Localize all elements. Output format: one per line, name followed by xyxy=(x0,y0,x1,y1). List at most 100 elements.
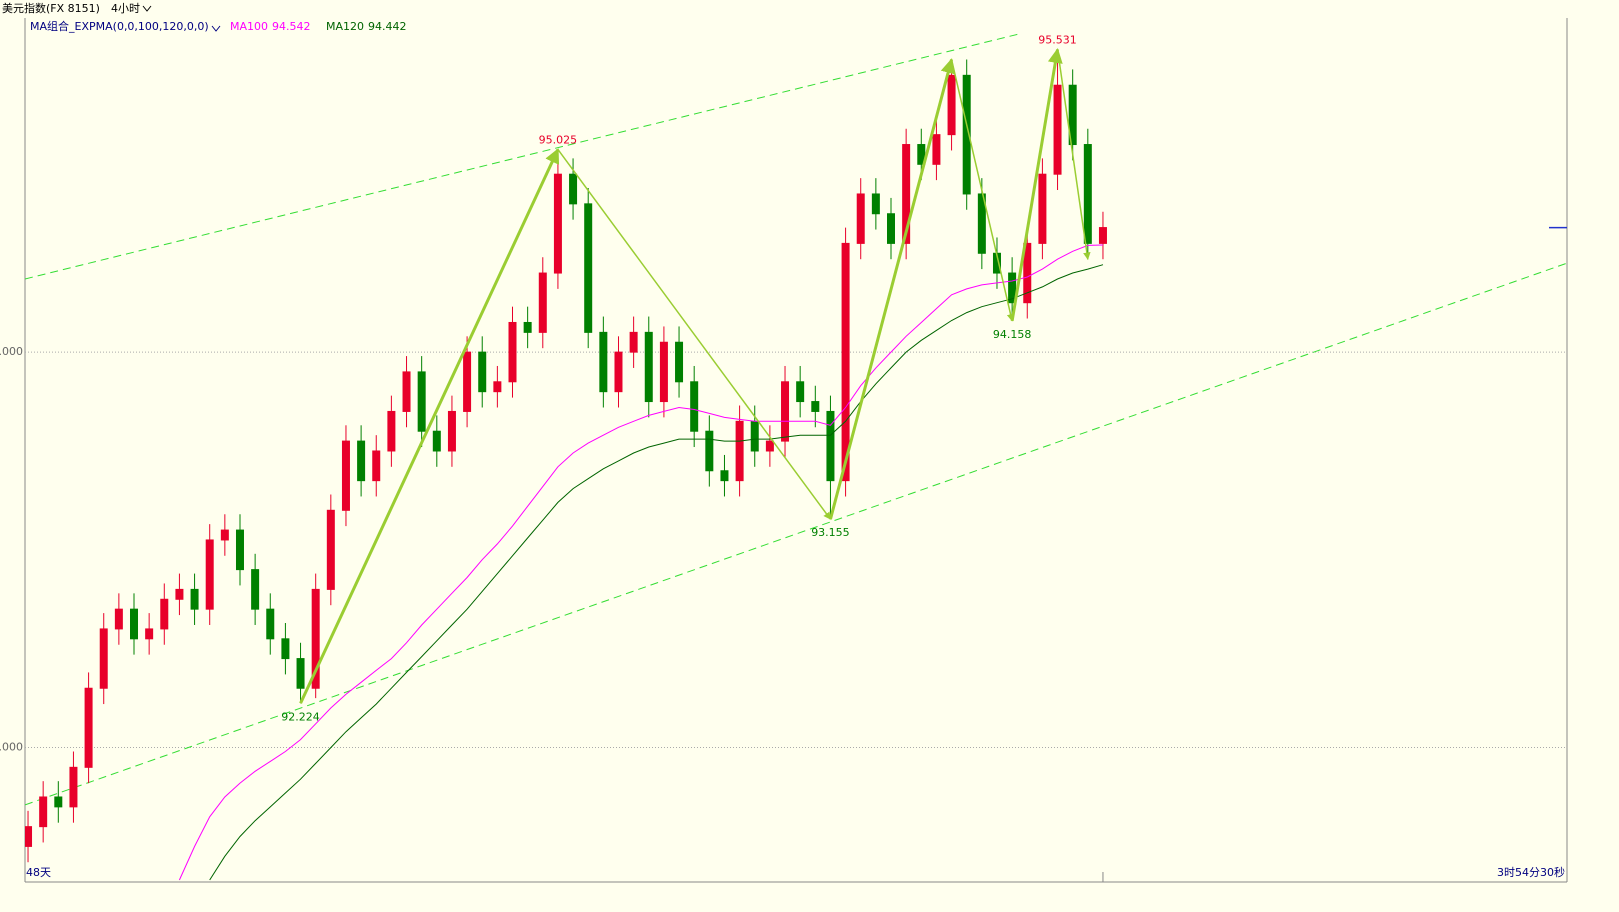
candle-body xyxy=(887,213,896,244)
candle-body xyxy=(659,341,668,403)
candle-body xyxy=(735,420,744,482)
candle-body xyxy=(463,351,472,412)
candle-body xyxy=(705,430,714,472)
candle-body xyxy=(266,608,275,640)
candle-body xyxy=(341,440,350,511)
ma-line xyxy=(209,264,1104,881)
candle-body xyxy=(871,193,880,215)
candle-body xyxy=(493,381,502,393)
candle-body xyxy=(584,203,593,333)
legend-entry: MA120 94.442 xyxy=(326,20,407,33)
candle-body xyxy=(781,381,790,442)
candle-body xyxy=(190,588,199,610)
candle-body xyxy=(417,371,426,432)
candle-body xyxy=(796,381,805,403)
candle-body xyxy=(69,766,78,808)
candle-body xyxy=(675,341,684,383)
legend-name: MA100 xyxy=(230,20,268,33)
zigzag-segment xyxy=(557,149,832,520)
candle-body xyxy=(1008,272,1017,304)
candle-body xyxy=(114,608,123,630)
candle-body xyxy=(1053,84,1062,175)
indicator-dropdown[interactable] xyxy=(211,25,221,32)
candle-body xyxy=(599,331,608,393)
candle-body xyxy=(326,509,335,590)
zigzag-segment xyxy=(828,58,956,520)
zigzag-segment xyxy=(1056,49,1091,260)
candle-body xyxy=(145,628,154,640)
candle-body xyxy=(1023,242,1032,304)
candle-body xyxy=(447,410,456,452)
candle-body xyxy=(160,598,169,630)
candle-body xyxy=(311,588,320,689)
legend-entry: MA100 94.542 xyxy=(230,20,311,33)
candle-body xyxy=(947,74,956,136)
candle-body xyxy=(614,351,623,393)
candle-body xyxy=(569,173,578,205)
pivot-label: 95.025 xyxy=(539,133,578,146)
candle-body xyxy=(902,144,911,244)
candle-body xyxy=(508,321,517,383)
candle-body xyxy=(39,796,48,828)
candle-body xyxy=(644,331,653,403)
zigzag-segment xyxy=(950,59,1015,322)
candle-body xyxy=(1083,144,1092,244)
candle-body xyxy=(1038,173,1047,244)
candle-body xyxy=(251,569,260,610)
candle-body xyxy=(553,173,562,274)
candle-body xyxy=(296,658,305,689)
period-dropdown[interactable] xyxy=(142,5,152,12)
time-range: 48天 xyxy=(26,866,51,879)
indicator[interactable]: MA组合_EXPMA(0,0,100,120,0,0) xyxy=(30,19,209,33)
instrument: 美元指数(FX 8151) xyxy=(2,1,100,15)
pivot-label: 93.155 xyxy=(811,526,850,539)
candle-body xyxy=(220,529,229,541)
candle-body xyxy=(54,796,63,808)
candle-body xyxy=(235,529,244,571)
candle-body xyxy=(175,588,184,600)
candle-body xyxy=(932,134,941,165)
candle-body xyxy=(130,608,139,640)
zigzag-segment xyxy=(1010,47,1063,322)
y-tick-label: 92.000 xyxy=(0,741,23,754)
candle-body xyxy=(750,420,759,452)
candle-body xyxy=(281,638,290,660)
candle-body xyxy=(1068,84,1077,146)
candle-body xyxy=(856,193,865,244)
period[interactable]: 4小时 xyxy=(111,2,140,15)
candle-body xyxy=(99,628,108,689)
candle-body xyxy=(917,144,926,165)
candle-body xyxy=(962,74,971,195)
countdown: 3时54分30秒 xyxy=(1497,865,1565,879)
candle-body xyxy=(629,331,638,353)
candle-body xyxy=(387,410,396,452)
zigzag-segment xyxy=(299,148,560,704)
candle-body xyxy=(402,371,411,412)
candle-body xyxy=(977,193,986,254)
candle-body xyxy=(357,440,366,482)
candle-body xyxy=(432,430,441,452)
pivot-label: 95.531 xyxy=(1038,33,1077,46)
candle-body xyxy=(720,470,729,482)
candle-body xyxy=(811,401,820,412)
candle-body xyxy=(690,381,699,432)
pivot-label: 94.158 xyxy=(993,328,1032,341)
ma-line xyxy=(178,244,1104,881)
candle-body xyxy=(523,321,532,333)
channel-line xyxy=(25,33,1020,280)
candle-body xyxy=(538,272,547,333)
candle-body xyxy=(841,242,850,482)
y-tick-label: 94.000 xyxy=(0,345,23,358)
candle-body xyxy=(1098,227,1107,244)
legend-name: MA120 xyxy=(326,20,364,33)
pivot-label: 92.224 xyxy=(281,710,320,723)
candle-body xyxy=(372,450,381,482)
candle-body xyxy=(205,539,214,610)
candle-body xyxy=(826,410,835,482)
candle-body xyxy=(25,826,33,847)
legend-value: 94.542 xyxy=(272,20,311,33)
candle-body xyxy=(478,351,487,393)
